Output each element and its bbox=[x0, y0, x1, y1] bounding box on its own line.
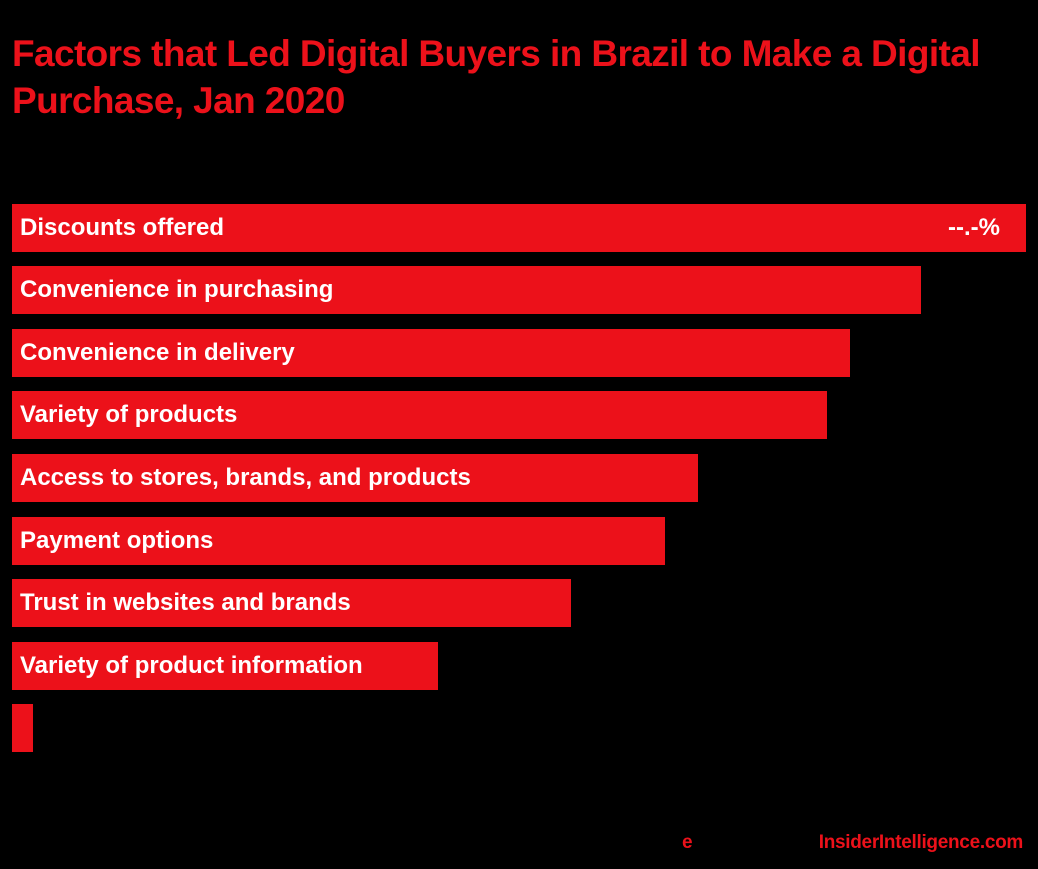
bar-label: Variety of product information bbox=[20, 652, 363, 679]
bar-trust-in-websites: Trust in websites and brands bbox=[12, 579, 571, 627]
bar-label: Variety of products bbox=[20, 401, 238, 428]
bar-unlabeled bbox=[12, 704, 33, 752]
bar-convenience-in-purchasing: Convenience in purchasing bbox=[12, 266, 921, 314]
bar-label: Convenience in purchasing bbox=[20, 276, 334, 303]
brand-link[interactable]: InsiderIntelligence.com bbox=[818, 832, 1024, 853]
bar-convenience-in-delivery: Convenience in delivery bbox=[12, 329, 850, 377]
bar-discounts-offered: Discounts offered --.-% bbox=[12, 204, 1026, 252]
bar-payment-options: Payment options bbox=[12, 517, 665, 565]
bar-value: --.-% bbox=[948, 214, 1000, 241]
bar-label: Convenience in delivery bbox=[20, 339, 295, 366]
bar-label: Trust in websites and brands bbox=[20, 589, 351, 616]
chart-title: Factors that Led Digital Buyers in Brazi… bbox=[12, 33, 981, 121]
bar-variety-of-product-information: Variety of product information bbox=[12, 642, 438, 690]
bar-label: Access to stores, brands, and products bbox=[20, 464, 471, 491]
emarketer-logo: e bbox=[682, 832, 693, 853]
bar-variety-of-products: Variety of products bbox=[12, 391, 827, 439]
bar-label: Discounts offered bbox=[20, 214, 225, 241]
bar-label: Payment options bbox=[20, 527, 214, 554]
bar-access-to-stores: Access to stores, brands, and products bbox=[12, 454, 698, 502]
